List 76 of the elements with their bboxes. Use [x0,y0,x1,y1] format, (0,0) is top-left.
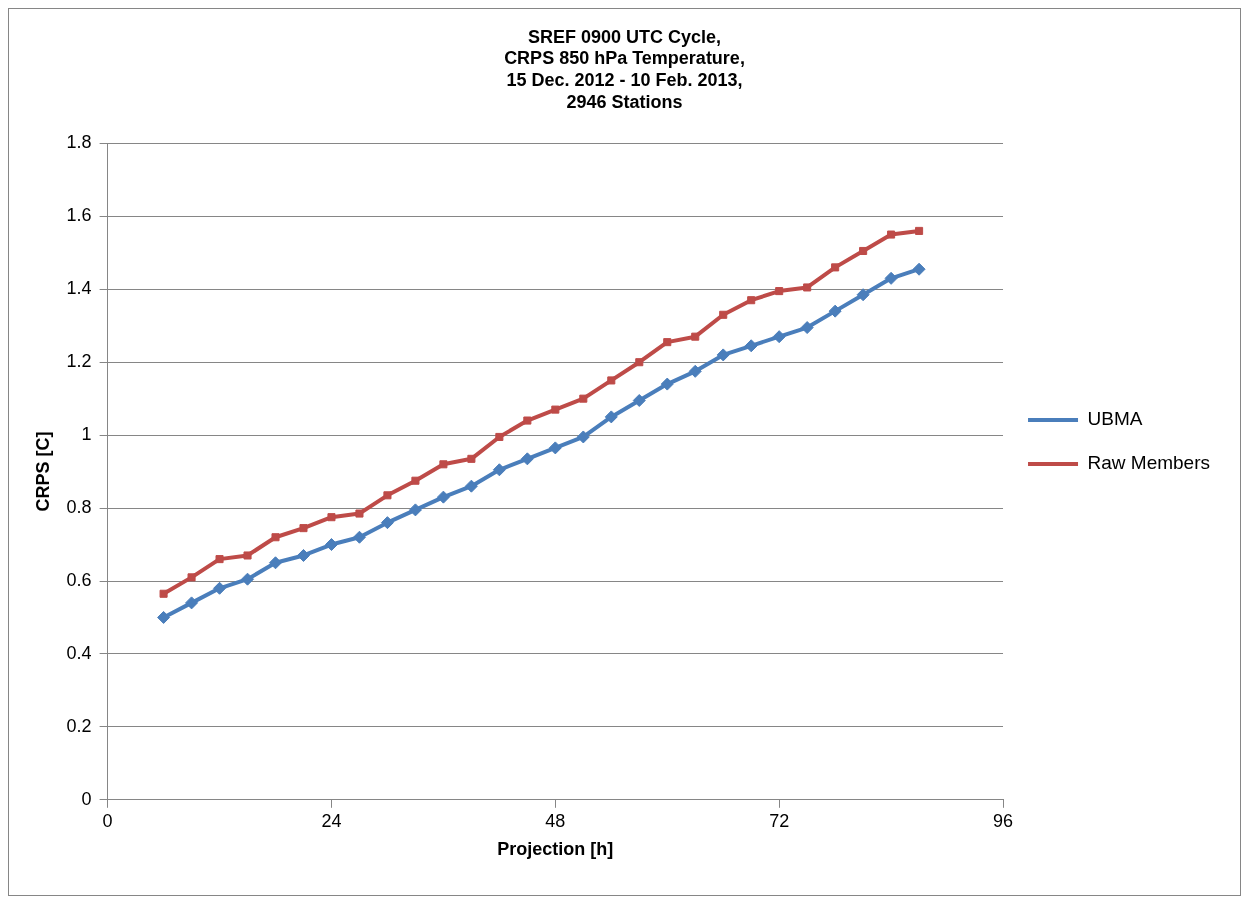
y-tick-label: 1.6 [66,205,92,226]
point [716,348,730,362]
point [551,405,560,414]
point [185,596,199,610]
point [383,491,392,500]
point [157,610,171,624]
point [719,310,728,319]
point [436,490,450,504]
x-tick-label: 0 [102,810,113,831]
point [299,524,308,533]
point [467,454,476,463]
point [243,551,252,560]
point [520,452,534,466]
point [688,364,702,378]
point [663,338,672,347]
y-tick-label: 1 [81,424,92,445]
point [548,441,562,455]
chart-title: SREF 0900 UTC Cycle, CRPS 850 hPa Temperature, 15 Dec. 2012 - 10 Feb. 2013, 2946 Stations [504,26,745,112]
point [241,572,255,586]
x-tick-label: 72 [769,810,790,831]
point [856,288,870,302]
y-tick-label: 1.4 [66,278,92,299]
point [495,432,504,441]
y-tick-label: 0.6 [66,569,92,590]
y-tick-label: 0.4 [66,642,92,663]
point [523,416,532,425]
point [887,230,896,239]
point [439,460,448,469]
point [408,503,422,517]
x-axis-title: Projection [h] [497,839,614,860]
x-tick-label: 24 [321,810,342,831]
y-tick-label: 0.8 [66,497,92,518]
point [747,296,756,305]
point [271,533,280,542]
legend-label: Raw Members [1087,452,1211,474]
point [269,556,283,570]
point [691,332,700,341]
point [859,246,868,256]
point [772,330,786,344]
point [828,304,842,318]
point [355,509,364,518]
point [803,283,812,292]
point [660,377,674,391]
point [411,476,420,485]
x-tick-label: 48 [545,810,566,831]
point [327,513,336,522]
point [213,581,227,595]
y-axis-title: CRPS [C] [32,431,53,512]
point [380,516,394,530]
point [884,271,898,285]
point [187,573,196,582]
x-tick-label: 96 [993,810,1014,831]
point [215,555,224,564]
point [912,262,926,276]
point [604,410,618,424]
point [324,538,338,552]
y-tick-label: 1.8 [66,132,92,153]
point [800,321,814,335]
point [352,530,366,544]
point [744,339,758,353]
point [775,287,784,296]
point [492,463,506,477]
point [464,479,478,493]
point [296,548,310,562]
point [607,376,616,385]
point [632,393,646,407]
point [635,358,644,367]
y-tick-label: 0.2 [66,715,92,736]
y-tick-label: 1.2 [66,351,92,372]
point [576,430,590,444]
y-tick-label: 0 [81,788,92,809]
point [579,394,588,403]
legend-label: UBMA [1087,408,1143,430]
point [831,263,840,272]
point [915,226,924,235]
point [159,589,168,598]
